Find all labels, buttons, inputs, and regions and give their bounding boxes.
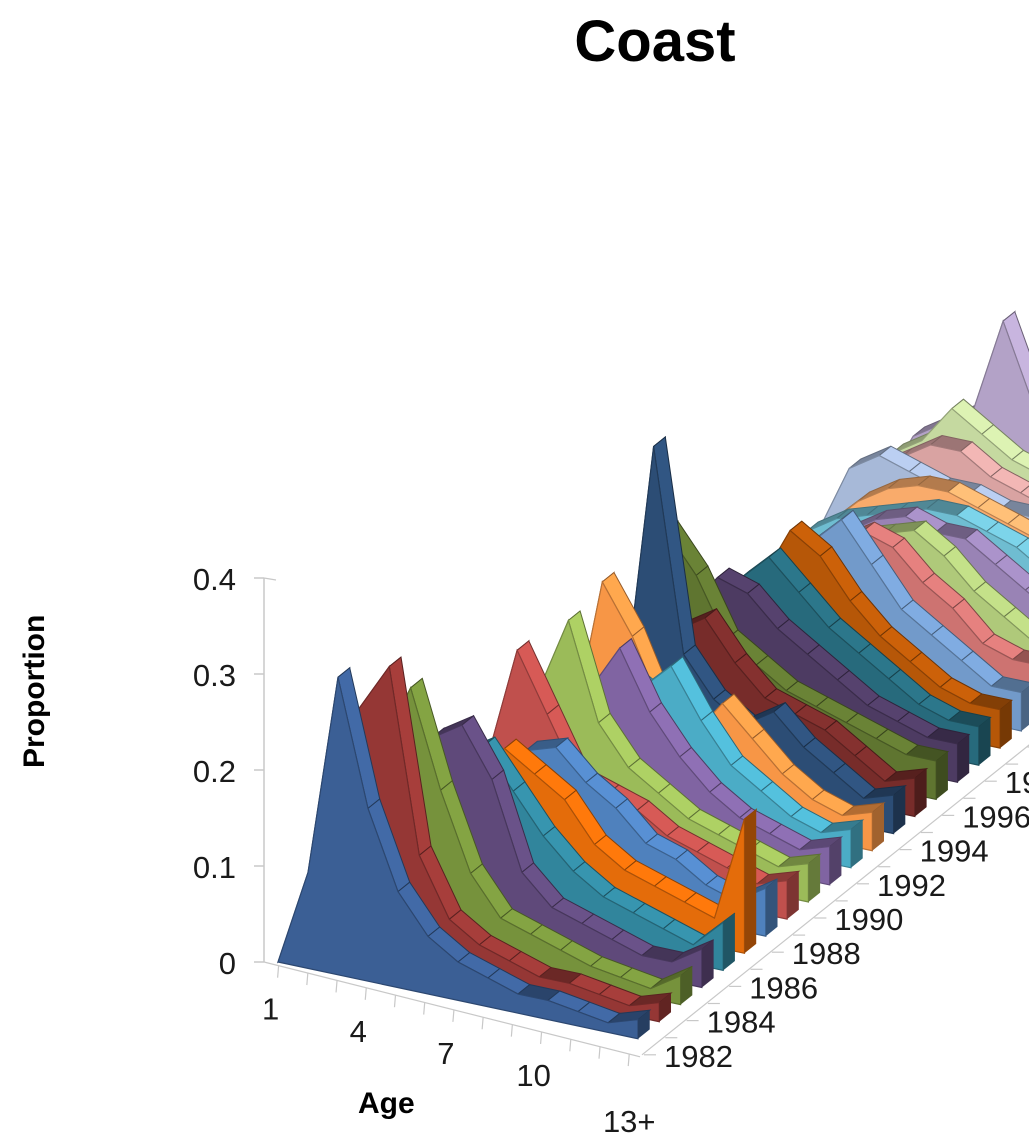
x-tick-mark xyxy=(423,1002,426,1015)
z-tick-label: 1990 xyxy=(834,902,903,937)
axes xyxy=(254,577,1029,1067)
ribbon-end xyxy=(680,966,693,1005)
x-tick-mark xyxy=(393,995,397,1008)
ribbon-end xyxy=(701,939,714,988)
x-tick-label: 1 xyxy=(262,992,279,1027)
ribbon-end xyxy=(851,819,863,868)
ribbon-end xyxy=(872,802,885,851)
ribbon-end xyxy=(936,751,948,800)
ribbon-end xyxy=(1000,700,1012,749)
ribbon-end xyxy=(893,785,906,834)
series-ribbon xyxy=(276,666,652,1040)
ribbon-end xyxy=(659,993,672,1022)
series-ribbons xyxy=(276,310,1029,1040)
x-tick-mark xyxy=(569,1039,572,1052)
y-axis-title: Proportion xyxy=(18,615,51,768)
x-tick-label: 13+ xyxy=(603,1104,656,1135)
x-tick-mark xyxy=(364,987,367,1000)
y-tick-label: 0 xyxy=(219,946,236,981)
y-tick-label: 0.3 xyxy=(193,658,236,693)
z-tick-label: 1998 xyxy=(1005,765,1029,800)
y-tick-label: 0.4 xyxy=(193,562,236,597)
x-tick-mark xyxy=(277,965,280,978)
x-axis-line xyxy=(263,961,641,1058)
ribbon-top xyxy=(1010,449,1029,470)
ribbon-end xyxy=(808,854,821,902)
z-axis-line xyxy=(641,744,1029,1056)
ribbon-end xyxy=(765,878,778,937)
tick-labels: 00.10.20.30.41471013+1982198419861988199… xyxy=(193,562,1029,1135)
ribbon-end xyxy=(829,837,842,885)
x-tick-label: 10 xyxy=(516,1058,550,1093)
y-tick-label: 0.1 xyxy=(193,850,236,885)
x-tick-mark xyxy=(539,1031,543,1045)
ribbon-end xyxy=(1021,686,1029,731)
x-tick-label: 7 xyxy=(437,1036,454,1071)
ribbon-top xyxy=(1019,485,1029,498)
ribbon-end xyxy=(787,871,799,920)
ribbon-end xyxy=(957,734,970,783)
z-tick-label: 1994 xyxy=(920,834,989,869)
x-tick-label: 4 xyxy=(350,1014,367,1049)
z-tick-label: 1982 xyxy=(664,1039,733,1074)
ribbon-end xyxy=(638,1010,650,1039)
y-tick-label: 0.2 xyxy=(193,754,236,789)
ribbon-end xyxy=(978,717,991,766)
z-tick-label: 1984 xyxy=(707,1005,776,1040)
z-tick-label: 1988 xyxy=(792,936,861,971)
x-tick-mark xyxy=(598,1046,601,1059)
z-tick-label: 1996 xyxy=(962,799,1029,834)
x-tick-mark xyxy=(627,1054,630,1067)
ribbon-front xyxy=(277,677,639,1040)
z-tick-label: 1986 xyxy=(749,970,818,1005)
ribbon-end xyxy=(723,912,735,971)
x-axis-title: Age xyxy=(358,1087,415,1120)
x-tick-mark xyxy=(452,1009,455,1022)
ribbon-end xyxy=(744,809,757,954)
ribbon-end xyxy=(914,768,927,817)
y-axis-top xyxy=(263,577,277,581)
x-tick-mark xyxy=(306,973,309,986)
ribbon-top xyxy=(1015,537,1029,559)
x-tick-mark xyxy=(510,1024,513,1037)
chart-title: Coast xyxy=(574,9,736,74)
z-tick-label: 1992 xyxy=(877,868,946,903)
x-tick-mark xyxy=(481,1017,484,1030)
x-tick-mark xyxy=(335,980,338,993)
